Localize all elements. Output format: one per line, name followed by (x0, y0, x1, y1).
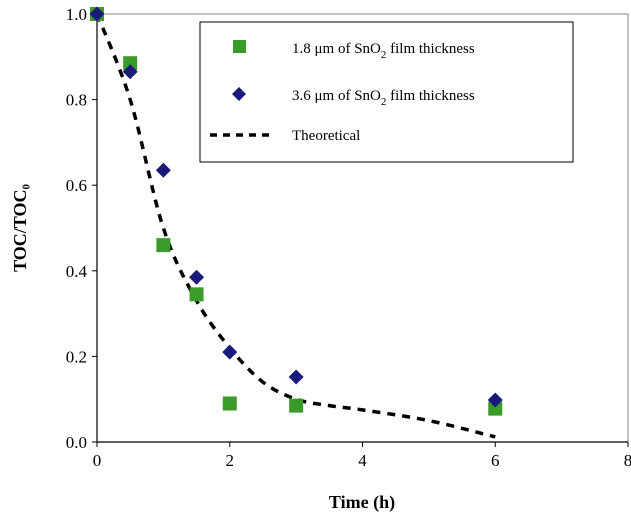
data-point-3.6um (122, 64, 138, 80)
x-tick-label: 2 (226, 451, 235, 470)
y-tick-label: 0.8 (66, 91, 87, 110)
data-point-1.8um (488, 401, 503, 416)
legend-1-text-end: film thickness (386, 41, 474, 57)
data-point-3.6um (89, 6, 105, 22)
legend: 1.8 μm of SnO2 film thickness 3.6 μm of … (199, 21, 574, 163)
y-axis-label: TOC/TOC₀ (10, 184, 30, 272)
data-point-3.6um (487, 392, 503, 408)
x-axis-label: Time (h) (329, 492, 395, 513)
x-axis: 0 2 4 6 8 (93, 442, 631, 470)
y-tick-label: 0.6 (66, 176, 87, 195)
x-tick-label: 6 (491, 451, 500, 470)
legend-label-theoretical: Theoretical (292, 128, 360, 144)
data-point-3.6um (222, 344, 238, 360)
legend-square-marker (233, 40, 246, 53)
legend-2-subscript: 2 (381, 96, 387, 108)
legend-2-text: 3.6 μm of SnO (292, 88, 381, 104)
data-point-1.8um (222, 396, 237, 411)
data-point-1.8um (289, 398, 304, 413)
data-point-3.6um (288, 369, 304, 385)
data-point-1.8um (189, 287, 204, 302)
legend-label-3.6um: 3.6 μm of SnO2 film thickness (292, 88, 475, 108)
y-tick-label: 0.2 (66, 347, 87, 366)
y-axis: 0.0 0.2 0.4 0.6 0.8 1.0 (66, 5, 97, 452)
y-tick-label: 0.0 (66, 433, 87, 452)
x-tick-label: 4 (358, 451, 367, 470)
legend-diamond-marker (232, 87, 246, 101)
data-markers (89, 6, 503, 416)
y-tick-label: 1.0 (66, 5, 87, 24)
legend-box (199, 21, 574, 163)
y-tick-label: 0.4 (66, 262, 88, 281)
x-tick-label: 0 (93, 451, 102, 470)
data-point-3.6um (189, 269, 205, 285)
data-point-1.8um (123, 56, 138, 71)
legend-1-subscript: 2 (381, 49, 387, 61)
data-point-1.8um (156, 238, 171, 253)
legend-label-1.8um: 1.8 μm of SnO2 film thickness (292, 41, 475, 61)
legend-2-text-end: film thickness (386, 88, 474, 104)
x-tick-label: 8 (624, 451, 631, 470)
legend-1-text: 1.8 μm of SnO (292, 41, 381, 57)
data-point-3.6um (155, 162, 171, 178)
